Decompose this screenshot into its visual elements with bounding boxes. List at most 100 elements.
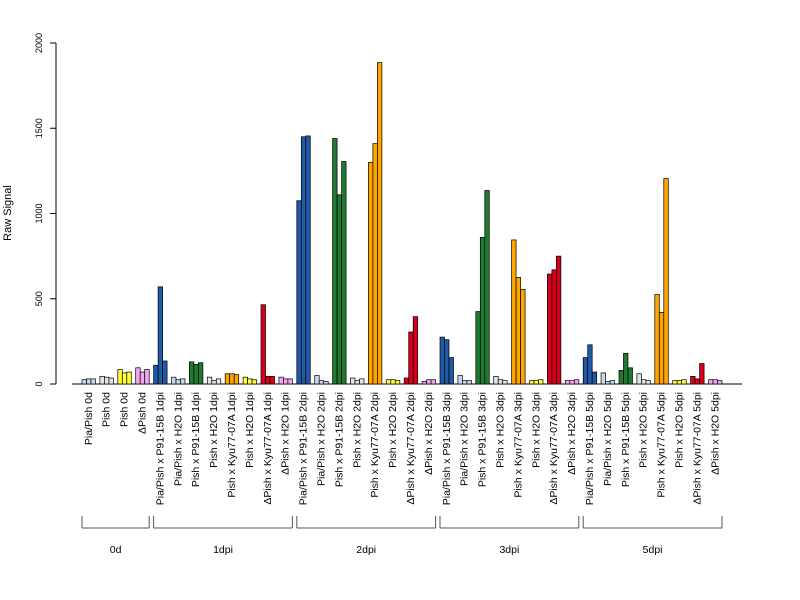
bar — [198, 362, 204, 385]
x-tick-label: Pish x P91-15B 3dpi — [477, 392, 489, 487]
bar — [139, 371, 146, 385]
bar — [694, 378, 700, 385]
group-label: 3dpi — [499, 544, 519, 556]
x-tick-label: ΔPish 0d — [136, 392, 148, 434]
bar — [457, 375, 463, 385]
bar — [676, 380, 683, 385]
bar — [408, 331, 414, 385]
bar — [153, 364, 159, 385]
y-axis-label: Raw Signal — [2, 185, 14, 241]
bar — [663, 178, 669, 385]
bar — [556, 255, 562, 385]
x-tick-label: ΔPish x Kyu77-07A 3dpi — [548, 392, 560, 505]
bar — [171, 376, 177, 385]
x-tick-label: Pia/Pish x H2O 3dpi — [459, 392, 471, 486]
bar — [359, 378, 365, 385]
bar — [493, 375, 499, 385]
bar — [426, 379, 432, 385]
bar — [283, 378, 289, 385]
bar — [547, 273, 553, 385]
bar — [157, 286, 163, 385]
x-tick-label: Pish x Kyu77-07A 2dpi — [369, 392, 381, 498]
bar — [645, 380, 651, 385]
bar — [336, 194, 342, 385]
bar — [569, 380, 575, 385]
bar — [412, 316, 419, 385]
bar — [90, 378, 96, 385]
bar — [551, 269, 557, 385]
bar — [211, 380, 217, 385]
bar — [466, 380, 472, 385]
x-tick-label: ΔPish x H2O 5dpi — [709, 392, 721, 475]
x-tick-label: ΔPish x H2O 3dpi — [566, 392, 578, 475]
bar — [368, 162, 374, 385]
bar — [515, 277, 521, 385]
bar — [193, 364, 199, 385]
bar — [591, 371, 598, 385]
x-tick-label: ΔPish x Kyu77-07A 5dpi — [691, 392, 703, 505]
bar — [318, 380, 325, 385]
x-tick-label: ΔPish x H2O 1dpi — [280, 392, 292, 475]
group-label: 2dpi — [356, 544, 376, 556]
bar — [430, 379, 436, 385]
bar — [448, 357, 454, 385]
group-brackets: 0d 1dpi 2dpi 3dpi 5dpi — [81, 516, 723, 556]
bar — [573, 379, 580, 385]
x-tick-label: Pish x P91-15B 5dpi — [620, 392, 632, 487]
bar — [104, 376, 110, 385]
bar — [247, 378, 253, 385]
bar — [385, 379, 392, 385]
bar — [233, 374, 240, 385]
group-label: 5dpi — [643, 544, 663, 556]
bar — [600, 372, 606, 385]
group-label: 1dpi — [213, 544, 233, 556]
x-tick-label: Pish 0d — [119, 392, 131, 427]
x-tick-label: Pish x H2O 3dpi — [494, 392, 506, 468]
bar — [497, 379, 504, 385]
x-tick-label: Pia/Pish x P91-15B 2dpi — [298, 392, 310, 505]
y-tick-label: 2000 — [34, 33, 44, 53]
bar — [618, 370, 624, 385]
bar — [538, 379, 544, 385]
y-axis: 0 500 1000 1500 2000 — [34, 33, 57, 387]
x-tick-label: Pia/Pish x H2O 5dpi — [602, 392, 614, 486]
bar — [699, 363, 705, 385]
bar — [533, 380, 539, 385]
x-tick-label: Pish x H2O 1dpi — [244, 392, 256, 468]
bar — [121, 372, 128, 385]
bar — [215, 378, 222, 385]
bar — [394, 380, 401, 385]
bar — [421, 381, 427, 385]
bar — [582, 357, 589, 385]
bar — [86, 378, 92, 385]
bar — [712, 379, 718, 385]
x-tick-label: Pish x H2O 2dpi — [351, 392, 363, 468]
bar — [354, 380, 360, 385]
x-tick-label: Pish x H2O 5dpi — [673, 392, 685, 468]
x-tick-label: Pish 0d — [101, 392, 113, 427]
bar — [189, 361, 195, 385]
bar — [479, 237, 486, 385]
bar — [708, 379, 714, 385]
x-tick-label: Pish x Kyu77-07A 3dpi — [512, 392, 524, 498]
bar — [224, 373, 231, 385]
bar — [403, 377, 410, 385]
bar — [641, 379, 647, 385]
x-tick-label: Pia/Pish x H2O 1dpi — [172, 392, 184, 486]
x-tick-label: Pish x P91-15B 2dpi — [333, 392, 345, 487]
bar — [175, 379, 181, 385]
bar — [390, 379, 396, 385]
bar — [251, 379, 257, 385]
x-tick-label: Pish x H2O 5dpi — [638, 392, 650, 468]
bar — [654, 294, 660, 385]
bar — [269, 375, 275, 385]
bar — [296, 200, 302, 385]
bar — [681, 379, 687, 385]
bar — [260, 304, 266, 385]
y-tick-label: 0 — [34, 381, 44, 386]
bar — [81, 379, 87, 385]
x-tick-label: Pia/Pish x P91-15B 3dpi — [441, 392, 453, 505]
x-tick-label: Pish x P91-15B 1dpi — [190, 392, 202, 487]
y-tick-label: 500 — [34, 291, 44, 306]
